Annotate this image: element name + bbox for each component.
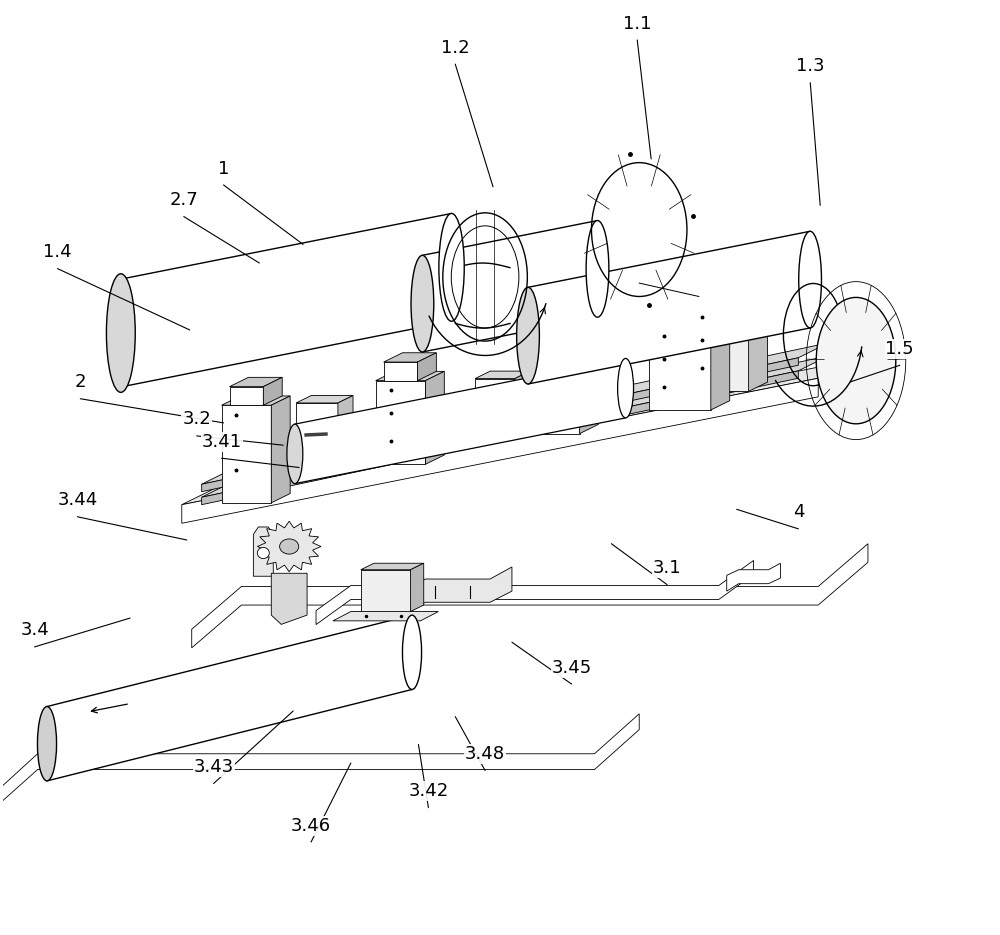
Text: 1.2: 1.2	[441, 38, 470, 57]
Polygon shape	[296, 396, 353, 403]
Ellipse shape	[106, 274, 135, 393]
Polygon shape	[376, 381, 425, 465]
Polygon shape	[687, 308, 749, 392]
Polygon shape	[475, 379, 515, 414]
Polygon shape	[649, 312, 730, 322]
Polygon shape	[727, 563, 780, 591]
Polygon shape	[257, 521, 321, 572]
Text: 3.46: 3.46	[291, 816, 331, 835]
Text: 1: 1	[218, 160, 229, 178]
Text: 2: 2	[75, 373, 86, 391]
Polygon shape	[475, 371, 530, 379]
Polygon shape	[182, 379, 818, 524]
Text: 3.1: 3.1	[653, 559, 681, 577]
Polygon shape	[222, 405, 271, 503]
Polygon shape	[703, 292, 722, 322]
Ellipse shape	[280, 539, 299, 554]
Polygon shape	[417, 352, 436, 381]
Polygon shape	[316, 560, 754, 625]
Polygon shape	[538, 333, 572, 352]
Text: 3.41: 3.41	[201, 433, 242, 451]
Polygon shape	[333, 611, 438, 621]
Text: 3.44: 3.44	[57, 491, 97, 510]
Polygon shape	[649, 322, 711, 410]
Ellipse shape	[257, 547, 269, 558]
Polygon shape	[192, 544, 868, 648]
Polygon shape	[121, 213, 452, 387]
Polygon shape	[202, 371, 798, 505]
Polygon shape	[530, 352, 580, 434]
Polygon shape	[230, 387, 263, 405]
Text: 3.42: 3.42	[408, 783, 449, 800]
Polygon shape	[422, 221, 597, 352]
Ellipse shape	[37, 707, 57, 781]
Polygon shape	[263, 378, 282, 405]
Polygon shape	[361, 563, 424, 569]
Polygon shape	[271, 396, 290, 503]
Polygon shape	[528, 231, 810, 384]
Polygon shape	[384, 362, 417, 381]
Polygon shape	[411, 563, 424, 611]
Polygon shape	[296, 403, 338, 440]
Polygon shape	[711, 312, 730, 410]
Text: 2.7: 2.7	[169, 191, 198, 209]
Polygon shape	[572, 324, 590, 352]
Polygon shape	[338, 396, 353, 440]
Polygon shape	[202, 358, 798, 492]
Polygon shape	[687, 298, 768, 308]
Text: 3.2: 3.2	[182, 410, 211, 428]
Polygon shape	[222, 396, 290, 405]
Polygon shape	[271, 573, 307, 625]
Ellipse shape	[618, 358, 634, 418]
Polygon shape	[404, 567, 512, 613]
Polygon shape	[425, 371, 444, 465]
Polygon shape	[530, 342, 598, 352]
Polygon shape	[376, 371, 444, 381]
Ellipse shape	[816, 297, 896, 424]
Polygon shape	[295, 358, 626, 483]
Text: 1.4: 1.4	[43, 243, 72, 261]
Ellipse shape	[439, 213, 464, 322]
Polygon shape	[182, 360, 856, 505]
Polygon shape	[202, 343, 828, 484]
Polygon shape	[657, 301, 703, 322]
Text: 1.1: 1.1	[623, 15, 651, 33]
Polygon shape	[202, 356, 828, 497]
Polygon shape	[657, 292, 722, 301]
Text: 3.48: 3.48	[465, 745, 505, 763]
Ellipse shape	[799, 231, 821, 328]
Polygon shape	[538, 324, 590, 333]
Polygon shape	[580, 342, 598, 434]
Text: 1.5: 1.5	[885, 339, 914, 358]
Text: 3.45: 3.45	[551, 658, 592, 677]
Ellipse shape	[411, 255, 434, 352]
Ellipse shape	[586, 221, 609, 317]
Polygon shape	[230, 378, 282, 387]
Polygon shape	[0, 713, 639, 810]
Text: 3.43: 3.43	[193, 758, 234, 776]
Text: 4: 4	[793, 503, 804, 522]
Ellipse shape	[402, 615, 422, 689]
Polygon shape	[515, 371, 530, 414]
Polygon shape	[749, 298, 768, 392]
Polygon shape	[361, 569, 411, 611]
Text: 1.3: 1.3	[796, 57, 825, 76]
Polygon shape	[47, 615, 412, 781]
Text: 3.4: 3.4	[20, 622, 49, 640]
Ellipse shape	[287, 424, 303, 483]
Ellipse shape	[517, 287, 539, 384]
Ellipse shape	[108, 280, 134, 387]
Polygon shape	[384, 352, 436, 362]
Polygon shape	[253, 527, 273, 576]
